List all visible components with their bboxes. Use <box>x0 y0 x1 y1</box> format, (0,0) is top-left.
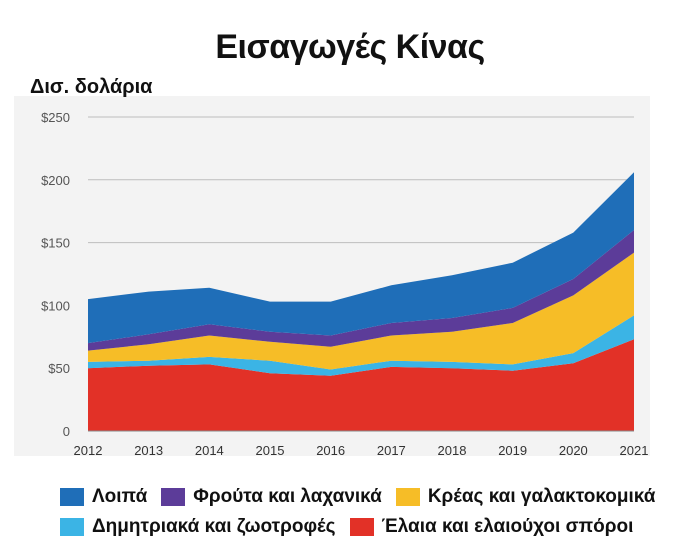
x-tick-label: 2015 <box>256 443 285 458</box>
legend-item-meat-dairy: Κρέας και γαλακτοκομικά <box>395 486 656 508</box>
legend-swatch-oils-oilseeds <box>349 518 374 536</box>
x-tick-label: 2021 <box>620 443 649 458</box>
stacked-area-chart: 0 $50 $100 $150 $200 $250 2012 2013 2014 2015 2016… <box>41 110 649 458</box>
legend-swatch-fruits-vegetables <box>161 488 186 506</box>
x-tick-label: 2016 <box>316 443 345 458</box>
area-series <box>88 339 634 431</box>
area-series <box>88 172 634 344</box>
legend-swatch-grains-feed <box>60 518 84 536</box>
legend-item-oils-oilseeds: Έλαια και ελαιούχοι σπόροι <box>349 516 634 538</box>
area-series <box>88 230 634 351</box>
x-tick-label: 2018 <box>438 443 467 458</box>
y-tick-label: $50 <box>48 361 70 376</box>
x-tick-label: 2014 <box>195 443 224 458</box>
legend-label-other: Λοιπά <box>92 486 148 507</box>
legend-swatch-meat-dairy <box>395 488 420 506</box>
legend-row-2: Δημητριακά και ζωοτροφές Έλαια και ελαιο… <box>60 512 690 542</box>
legend-label-meat-dairy: Κρέας και γαλακτοκομικά <box>427 486 656 507</box>
y-tick-label: $100 <box>41 298 70 313</box>
x-tick-label: 2020 <box>559 443 588 458</box>
area-series <box>88 315 634 376</box>
x-tick-label: 2012 <box>74 443 103 458</box>
legend-label-fruits-vegetables: Φρούτα και λαχανικά <box>193 486 382 507</box>
y-tick-label: 0 <box>63 424 70 439</box>
y-tick-label: $200 <box>41 173 70 188</box>
legend-row-1: Λοιπά Φρούτα και λαχανικά Κρέας και γαλα… <box>60 482 690 512</box>
y-tick-label: $150 <box>41 236 70 251</box>
legend: Λοιπά Φρούτα και λαχανικά Κρέας και γαλα… <box>60 482 690 542</box>
chart-title: Εισαγωγές Κίνας <box>215 28 485 66</box>
x-tick-label: 2013 <box>134 443 163 458</box>
legend-label-grains-feed: Δημητριακά και ζωοτροφές <box>92 516 336 537</box>
legend-item-other: Λοιπά <box>60 486 147 508</box>
legend-item-fruits-vegetables: Φρούτα και λαχανικά <box>161 486 382 508</box>
y-tick-label: $250 <box>41 110 70 125</box>
area-series <box>88 252 634 370</box>
legend-swatch-other <box>60 488 84 506</box>
legend-item-grains-feed: Δημητριακά και ζωοτροφές <box>60 516 336 538</box>
x-tick-label: 2019 <box>498 443 527 458</box>
legend-label-oils-oilseeds: Έλαια και ελαιούχοι σπόροι <box>381 516 634 537</box>
x-tick-label: 2017 <box>377 443 406 458</box>
y-unit-label: Δισ. δολάρια <box>30 76 153 98</box>
